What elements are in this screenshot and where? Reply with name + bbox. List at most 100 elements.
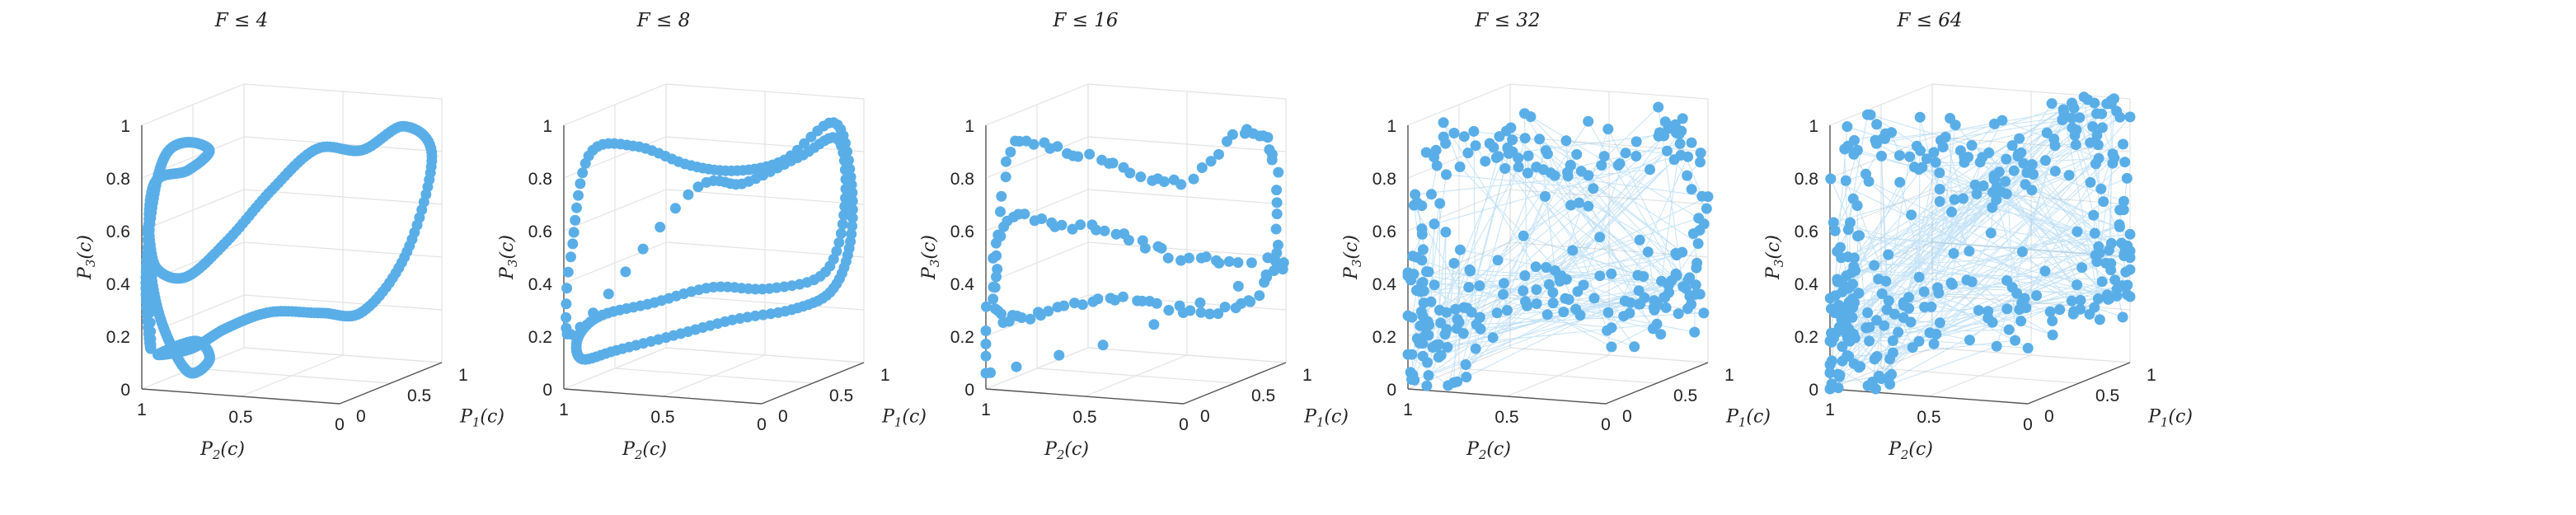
z-tick-label: 0 — [964, 381, 974, 400]
data-point — [1829, 225, 1841, 236]
data-point — [1845, 311, 1856, 322]
data-point — [1519, 133, 1531, 144]
p1-axis — [1183, 362, 1287, 405]
data-point — [1410, 189, 1421, 200]
z-tick-label: 1 — [542, 117, 552, 136]
data-point — [1649, 304, 1660, 316]
data-point — [1433, 339, 1445, 350]
data-point — [1540, 190, 1551, 202]
data-point — [2075, 294, 2086, 306]
data-point — [1200, 251, 1212, 263]
data-point — [2074, 112, 2086, 124]
data-point — [1884, 371, 1895, 382]
data-point — [2012, 148, 2024, 160]
data-point — [143, 296, 155, 307]
data-point — [840, 183, 852, 194]
y-tick-label: 0.5 — [407, 386, 431, 405]
grid-line — [141, 189, 245, 232]
data-point — [1531, 298, 1542, 310]
panel-title: F ≤ 4 — [214, 10, 269, 31]
data-point — [1213, 148, 1224, 160]
data-point — [1583, 170, 1594, 181]
x-axis-label: P2(c) — [1466, 439, 1511, 462]
data-point — [1475, 323, 1486, 335]
data-point — [1647, 323, 1659, 335]
data-point — [1204, 308, 1216, 320]
grid-line — [1407, 83, 1511, 126]
data-point — [988, 252, 999, 264]
p2-axis — [1407, 388, 1607, 405]
data-point — [1000, 171, 1011, 183]
data-point — [1087, 296, 1099, 307]
data-point — [2070, 139, 2081, 151]
data-point — [637, 243, 649, 255]
z-tick-label: 0.6 — [950, 222, 974, 241]
grid-line — [563, 189, 667, 232]
data-point — [1659, 292, 1670, 303]
data-point — [2071, 124, 2082, 136]
data-point — [1921, 153, 1932, 165]
data-point — [1594, 232, 1606, 243]
data-point — [2089, 227, 2100, 239]
data-point — [1545, 167, 1556, 179]
data-point — [2031, 290, 2043, 302]
data-point — [1518, 285, 1529, 297]
data-point — [2021, 167, 2033, 178]
data-point — [1961, 274, 1973, 286]
data-point — [1418, 285, 1429, 297]
data-point — [1917, 162, 1928, 173]
data-point — [1457, 328, 1469, 339]
grid-line — [563, 347, 667, 390]
data-point — [143, 273, 154, 284]
data-point — [758, 309, 769, 321]
data-point — [1124, 167, 1136, 179]
z-tick-label: 0.4 — [1372, 275, 1397, 294]
data-point — [1949, 194, 1960, 205]
data-point — [1693, 213, 1705, 224]
data-point — [1474, 280, 1485, 292]
grid-line — [1087, 136, 1287, 152]
data-point — [1825, 173, 1837, 185]
data-point — [2001, 153, 2012, 165]
data-point — [1501, 305, 1513, 316]
data-point — [1421, 319, 1433, 330]
grid-line — [243, 347, 443, 363]
data-point — [835, 227, 847, 239]
data-point — [1653, 101, 1664, 113]
data-point — [1001, 156, 1011, 167]
data-point — [1904, 151, 1916, 162]
data-point — [1075, 219, 1086, 231]
data-point — [570, 214, 581, 226]
data-point — [1881, 304, 1893, 316]
data-point — [2001, 303, 2013, 315]
x-tick-label: 0.5 — [1072, 408, 1096, 427]
data-point — [1077, 299, 1088, 311]
data-point — [1513, 152, 1524, 164]
y-tick-label: 0.5 — [829, 386, 853, 405]
data-point — [1522, 300, 1532, 311]
data-point — [1583, 200, 1594, 212]
data-point — [1839, 143, 1851, 155]
data-point — [1836, 252, 1847, 264]
data-point — [2049, 166, 2061, 177]
data-point — [1513, 162, 1524, 173]
z-tick-label: 1 — [1387, 117, 1396, 136]
data-point — [1415, 306, 1427, 317]
data-point — [1448, 128, 1460, 138]
data-point — [1277, 264, 1288, 275]
data-point — [1884, 378, 1896, 390]
grid-line — [1087, 241, 1287, 258]
data-series — [1402, 101, 1714, 391]
data-point — [1431, 160, 1443, 171]
data-point — [840, 192, 852, 204]
data-point — [1402, 349, 1414, 360]
data-point — [1928, 338, 1940, 349]
data-point — [988, 293, 999, 305]
data-point — [1448, 258, 1460, 269]
data-point — [1645, 164, 1655, 176]
data-point — [1534, 133, 1546, 145]
data-point — [1498, 288, 1509, 300]
data-point — [1435, 317, 1447, 329]
